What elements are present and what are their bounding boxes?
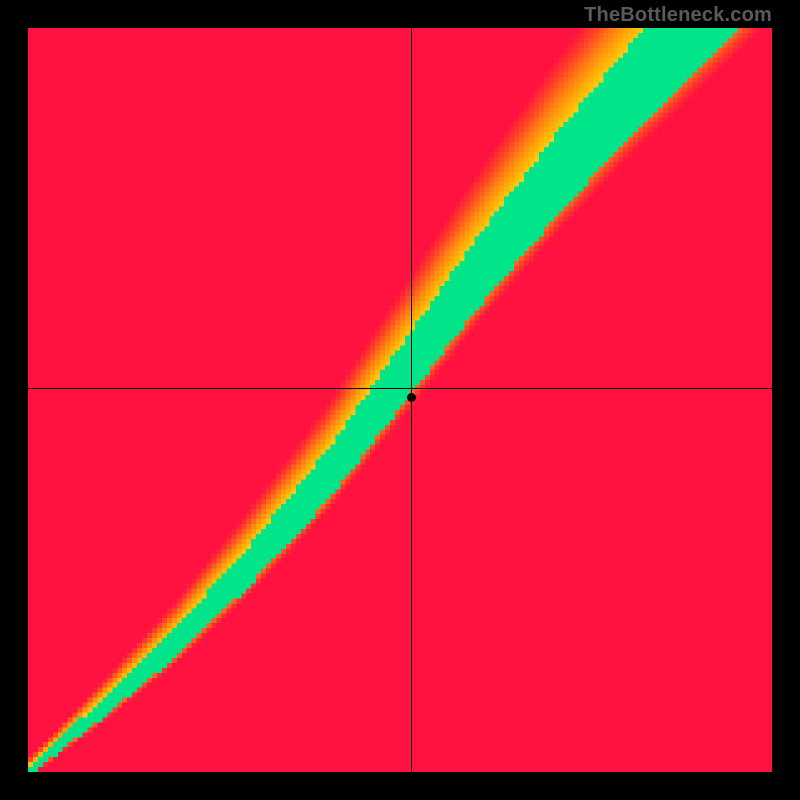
- crosshair-horizontal: [28, 388, 772, 389]
- watermark-text: TheBottleneck.com: [584, 4, 772, 27]
- heatmap-canvas: [28, 28, 772, 772]
- data-point-marker: [407, 393, 416, 402]
- figure-root: { "source": { "watermark": "TheBottlenec…: [0, 0, 800, 800]
- plot-area: [28, 28, 772, 772]
